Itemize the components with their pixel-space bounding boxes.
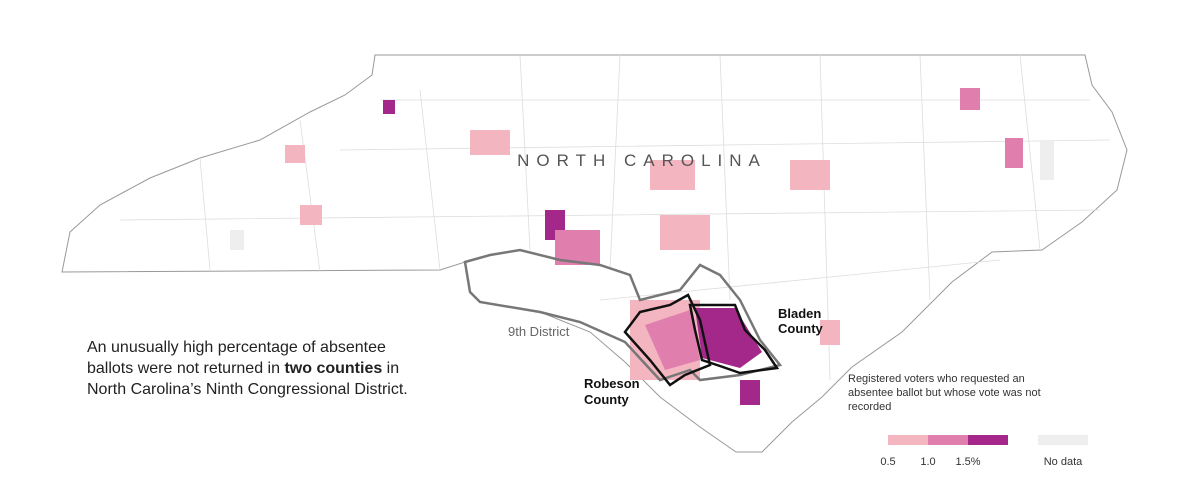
annotation-bold: two counties bbox=[284, 360, 383, 377]
legend-label: No data bbox=[1044, 456, 1083, 468]
robeson-outline bbox=[623, 293, 712, 387]
county-label: County bbox=[778, 321, 824, 336]
district-label: 9th District bbox=[508, 324, 570, 339]
legend-swatch bbox=[848, 435, 888, 445]
bladen-label: Bladen County bbox=[778, 306, 824, 336]
legend-label: 1.5% bbox=[955, 456, 980, 468]
legend-swatch bbox=[968, 435, 1008, 445]
legend-swatch bbox=[1038, 435, 1088, 445]
robeson-label: Robeson County bbox=[584, 376, 640, 407]
county-label: Bladen bbox=[778, 306, 821, 321]
legend-label: 1.0 bbox=[920, 456, 935, 468]
legend-swatch bbox=[928, 435, 968, 445]
county-lines bbox=[119, 54, 1111, 381]
legend-label: 0.5 bbox=[880, 456, 895, 468]
annotation-text: An unusually high percentage of absentee… bbox=[87, 339, 386, 377]
annotation: An unusually high percentage of absentee… bbox=[87, 337, 427, 400]
state-label: NORTH CAROLINA bbox=[517, 151, 767, 170]
district-outline bbox=[463, 248, 783, 382]
legend: 0.5 1.0 1.5% No data bbox=[848, 435, 1088, 468]
county-label: County bbox=[584, 392, 630, 407]
legend-swatch bbox=[888, 435, 928, 445]
county-label: Robeson bbox=[584, 376, 640, 391]
bladen-outline bbox=[688, 303, 780, 375]
legend-title: Registered voters who requested an absen… bbox=[848, 373, 1041, 413]
county-shading bbox=[230, 88, 1054, 405]
annotation-text: in North Carolina’s Ninth Congressional … bbox=[87, 360, 408, 398]
